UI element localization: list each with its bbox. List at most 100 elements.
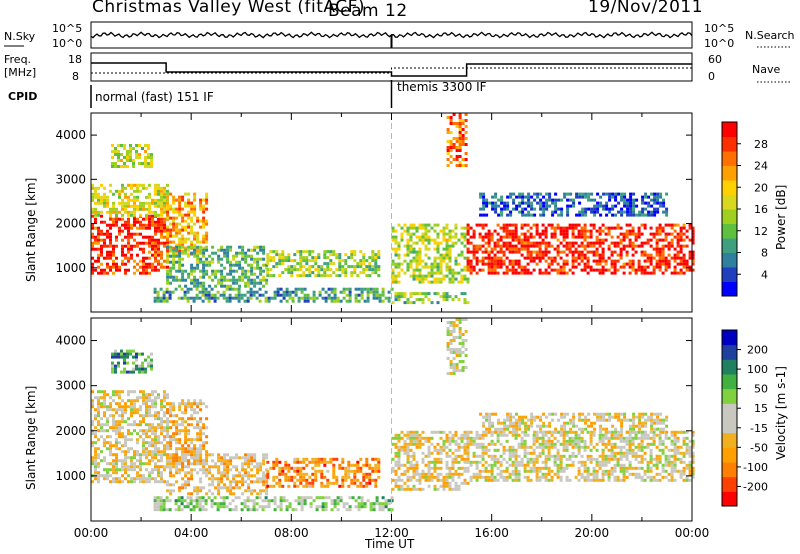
velocity-region-6 xyxy=(391,430,470,491)
power-colorbar-tick-label-6: 4 xyxy=(761,268,768,281)
cpid-segment-normal: normal (fast) 151 IF xyxy=(95,90,214,104)
xtick-label-4: 16:00 xyxy=(474,526,509,540)
velocity-colorbar-cell-3 xyxy=(722,447,737,463)
power-region-11 xyxy=(479,192,669,217)
velocity-region-8 xyxy=(466,430,695,482)
nave-label: Nave xyxy=(752,63,781,76)
power-region-4 xyxy=(166,245,269,288)
xtick-label-2: 08:00 xyxy=(274,526,309,540)
power-colorbar-cell-6 xyxy=(722,194,737,210)
velocity-colorbar-cell-2 xyxy=(722,462,737,478)
velocity-colorbar-tick-label-6: -100 xyxy=(743,461,768,474)
xtick-label-1: 04:00 xyxy=(174,526,209,540)
power-colorbar-cell-5 xyxy=(722,209,737,224)
power-region-7 xyxy=(391,223,470,284)
velocity-region-0 xyxy=(91,390,169,484)
power-colorbar-cell-11 xyxy=(722,122,737,137)
velocity-colorbar-tick-label-4: -15 xyxy=(750,422,768,435)
nave-tick-high: 60 xyxy=(708,53,722,66)
xtick-label-3: 12:00 xyxy=(374,526,409,540)
velocity-region-7 xyxy=(446,318,468,375)
freq-tick-high: 18 xyxy=(68,53,82,66)
velocity-region-4 xyxy=(266,457,381,488)
velocity-colorbar-tick-label-7: -200 xyxy=(743,480,768,493)
power-colorbar-cell-4 xyxy=(722,223,737,239)
power-colorbar-tick-label-5: 8 xyxy=(761,247,768,260)
power-colorbar-cell-7 xyxy=(722,180,737,195)
freq-strip-frame xyxy=(90,52,693,82)
velocity-colorbar-cell-0 xyxy=(722,491,737,507)
velocity-ytick-label-1: 2000 xyxy=(55,424,86,438)
velocity-ytick-label-0: 1000 xyxy=(55,469,86,483)
xtick-label-6: 00:00 xyxy=(675,526,710,540)
power-ytick-label-2: 3000 xyxy=(55,172,86,186)
power-colorbar-cell-9 xyxy=(722,151,737,166)
nsky-series xyxy=(90,31,693,39)
velocity-region-9 xyxy=(479,412,669,434)
velocity-region-5 xyxy=(153,496,394,512)
xaxis-label: Time UT xyxy=(365,537,415,551)
power-colorbar-cell-0 xyxy=(722,281,737,297)
power-region-6 xyxy=(153,287,394,303)
nsearch-label: N.Search xyxy=(745,29,795,42)
velocity-colorbar-tick-label-3: 15 xyxy=(754,402,768,415)
power-region-2 xyxy=(111,144,153,168)
power-region-1 xyxy=(91,183,169,217)
power-colorbar-cell-10 xyxy=(722,136,737,152)
velocity-colorbar-cell-4 xyxy=(722,432,737,448)
velocity-colorbar-cell-11 xyxy=(722,330,737,346)
nsearch-tick-high: 10^5 xyxy=(704,22,735,35)
power-colorbar-tick-label-4: 12 xyxy=(754,225,768,238)
power-region-8 xyxy=(391,292,470,305)
power-ytick-label-0: 1000 xyxy=(55,261,86,275)
power-colorbar-tick-label-3: 16 xyxy=(754,203,768,216)
velocity-colorbar-cell-10 xyxy=(722,344,737,360)
velocity-colorbar-cell-8 xyxy=(722,374,737,390)
xtick-label-5: 20:00 xyxy=(575,526,610,540)
freq-series xyxy=(91,62,692,77)
power-region-5 xyxy=(266,250,381,278)
power-ytick-label-3: 4000 xyxy=(55,128,86,142)
velocity-region-3 xyxy=(166,453,269,496)
velocity-colorbar-tick-label-0: 200 xyxy=(747,344,768,357)
velocity-colorbar-tick-label-1: 100 xyxy=(747,363,768,376)
power-colorbar-cell-2 xyxy=(722,252,737,268)
power-colorbar-cell-8 xyxy=(722,165,737,181)
velocity-ytick-label-3: 4000 xyxy=(55,334,86,348)
power-region-0 xyxy=(91,214,169,275)
nsearch-tick-low: 10^0 xyxy=(704,37,735,50)
velocity-ytick-label-2: 3000 xyxy=(55,379,86,393)
freq-unit-label: [MHz] xyxy=(4,66,37,79)
date-label: 19/Nov/2011 xyxy=(588,0,704,17)
nave-tick-low: 0 xyxy=(708,70,715,83)
velocity-colorbar-tick-label-5: -50 xyxy=(750,441,768,454)
power-colorbar-tick-label-1: 24 xyxy=(754,160,768,173)
xtick-label-0: 00:00 xyxy=(74,526,109,540)
power-ytick-label-1: 2000 xyxy=(55,217,86,231)
power-colorbar-tick-label-2: 20 xyxy=(754,181,768,194)
velocity-colorbar-cell-7 xyxy=(722,388,737,404)
cpid-label: CPID xyxy=(8,90,38,103)
velocity-colorbar-cell-6 xyxy=(722,403,737,419)
velocity-colorbar-cell-1 xyxy=(722,476,737,492)
power-region-10 xyxy=(466,223,695,275)
nsky-label: N.Sky xyxy=(4,30,36,43)
power-colorbar-tick-label-0: 28 xyxy=(754,138,768,151)
velocity-colorbar-tick-label-2: 50 xyxy=(754,383,768,396)
nsky-tick-high: 10^5 xyxy=(52,22,83,35)
velocity-colorbar-cell-5 xyxy=(722,418,737,434)
velocity-region-1 xyxy=(111,349,153,374)
power-region-9 xyxy=(446,113,468,167)
nsky-tick-low: 10^0 xyxy=(52,37,83,50)
freq-tick-low: 8 xyxy=(72,70,79,83)
velocity-colorbar-cell-9 xyxy=(722,359,737,375)
velocity-colorbar-frame xyxy=(721,329,738,507)
power-colorbar-cell-1 xyxy=(722,267,737,282)
chart-title: Christmas Valley West (fitACF) xyxy=(92,0,366,17)
beam-label: Beam 12 xyxy=(328,1,408,21)
power-colorbar-cell-3 xyxy=(722,238,737,253)
cpid-segment-themis: themis 3300 IF xyxy=(397,80,487,94)
power-region-3 xyxy=(166,192,209,256)
